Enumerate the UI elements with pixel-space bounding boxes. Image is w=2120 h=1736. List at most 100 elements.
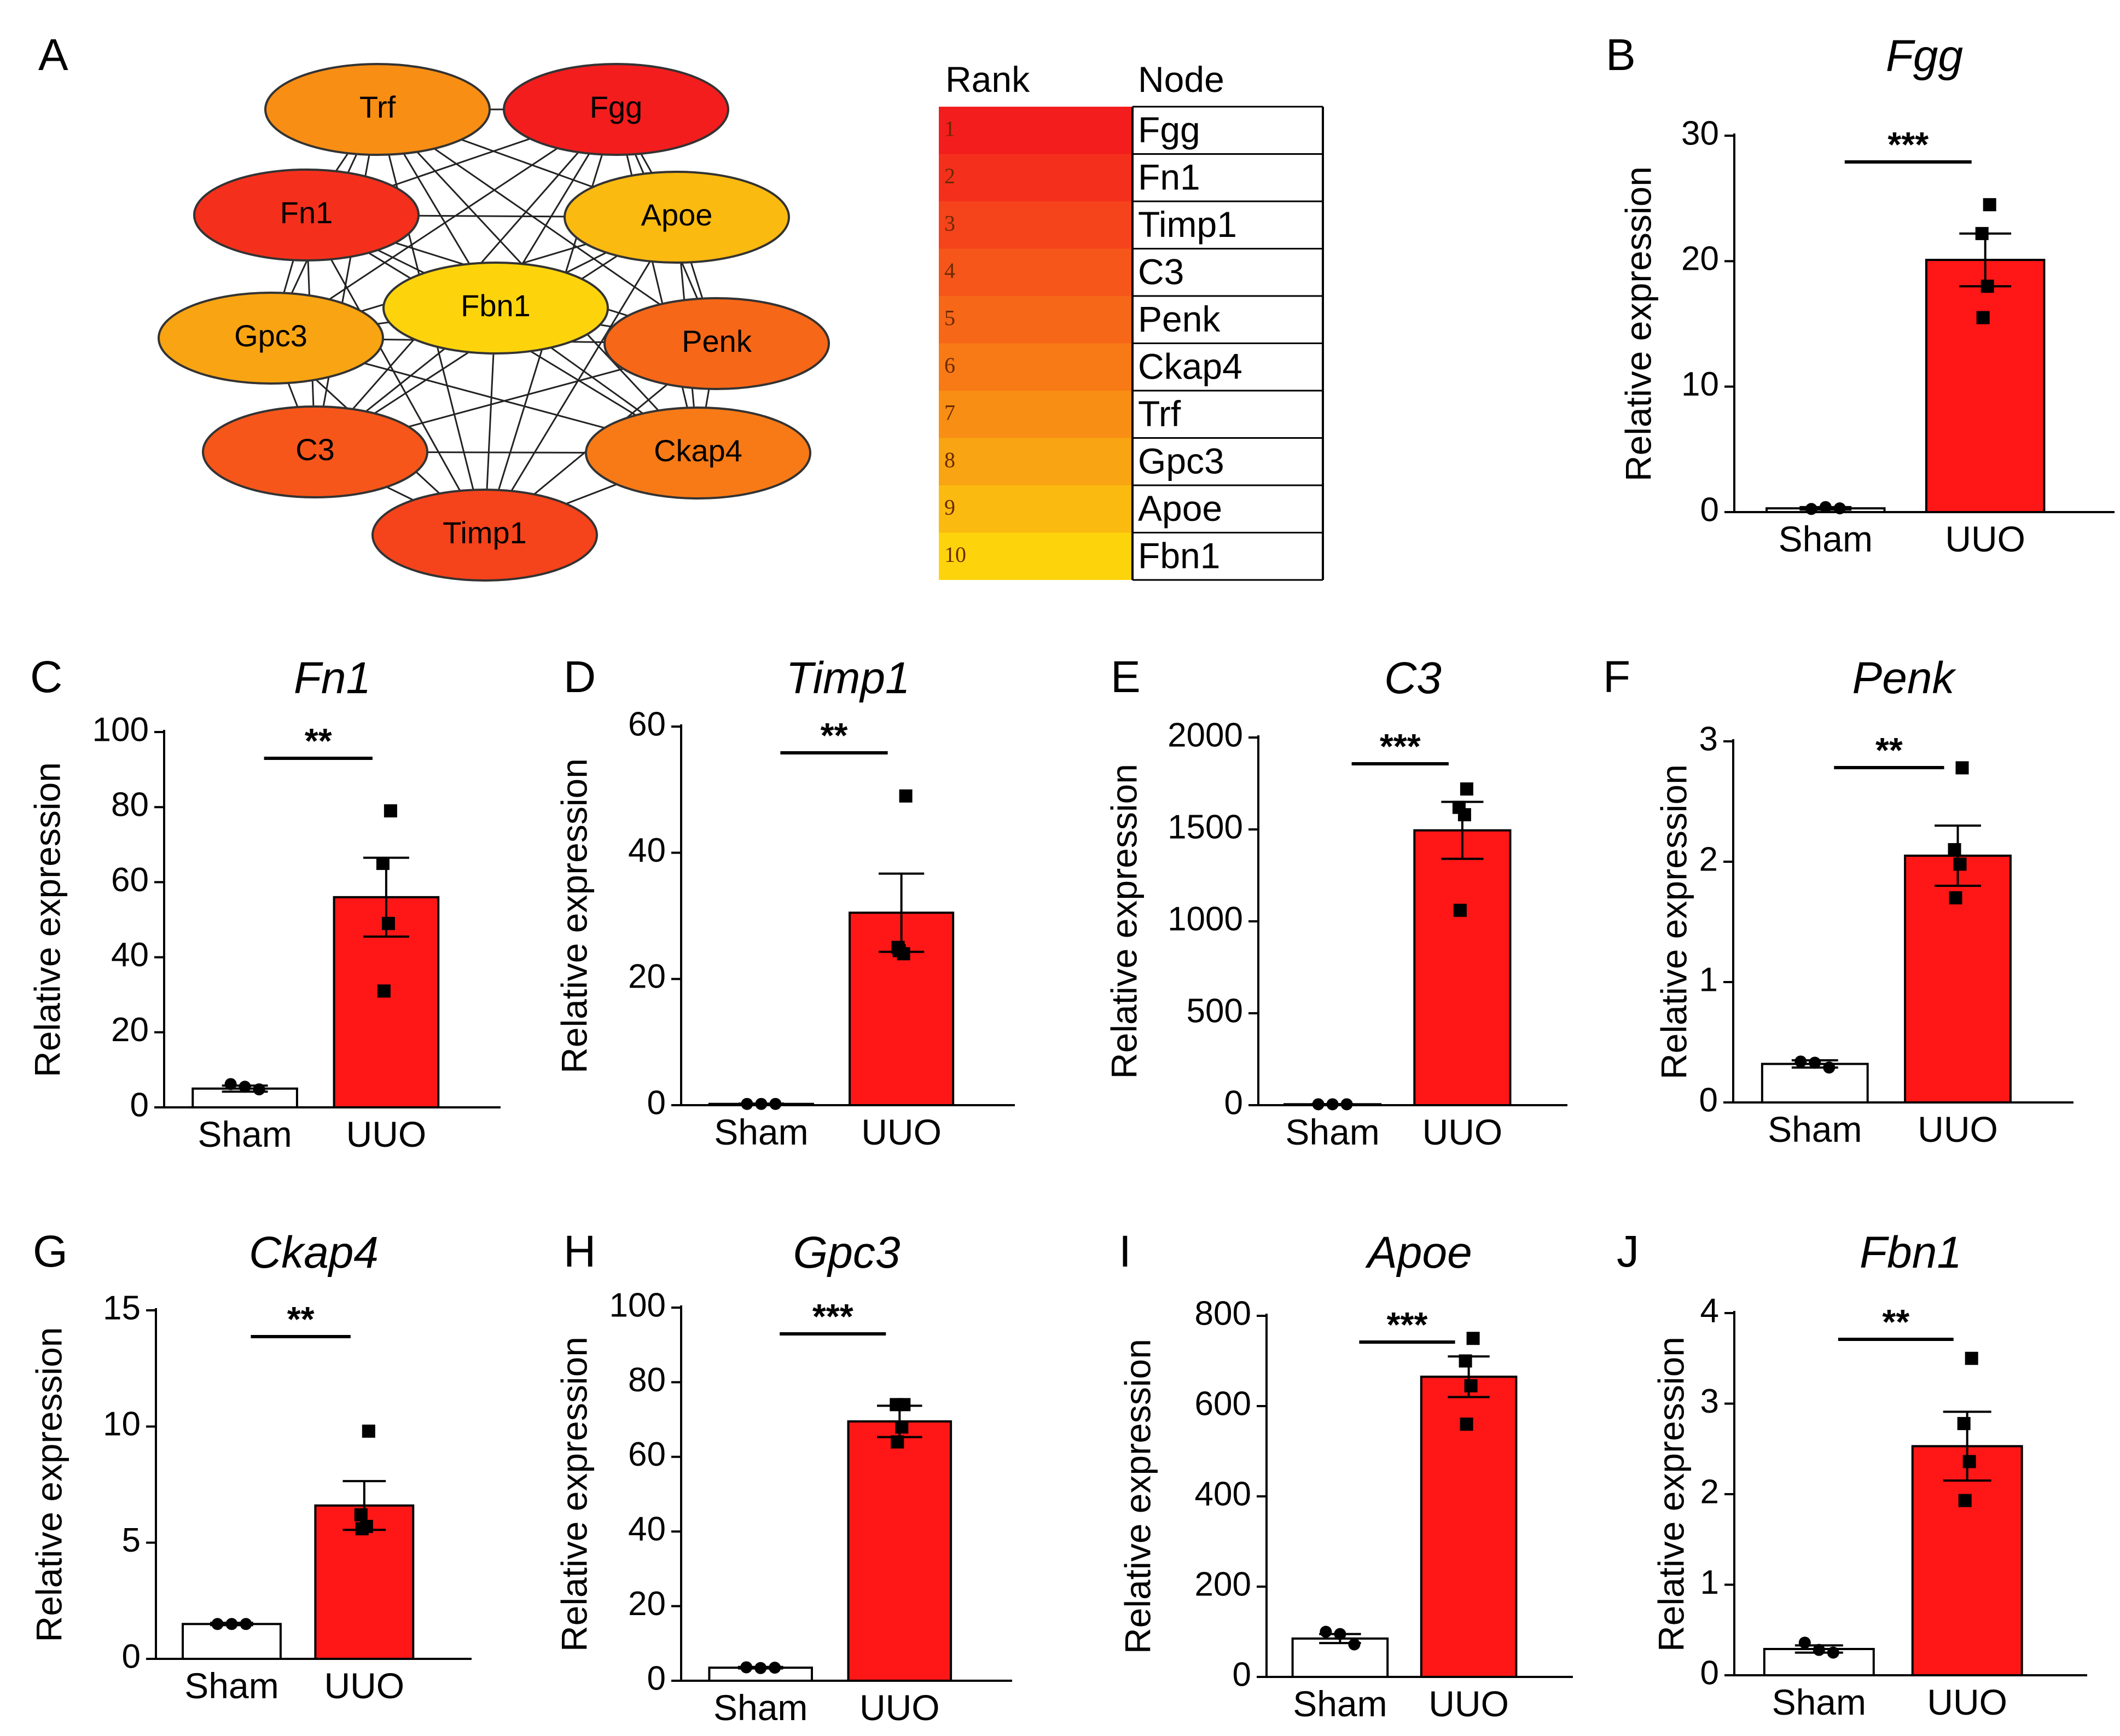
table-header-node: Node: [1138, 59, 1224, 100]
x-category-label: Sham: [1293, 1683, 1387, 1724]
y-tick-label: 80: [111, 786, 149, 824]
data-point-sham: [1340, 1098, 1353, 1111]
data-point-sham: [1819, 501, 1832, 513]
data-point-sham: [1813, 1644, 1825, 1656]
network-edge: [314, 109, 379, 452]
y-tick-label: 60: [628, 705, 666, 743]
bar-uuo: [1904, 855, 2012, 1104]
y-axis-label: Relative expression: [1653, 764, 1694, 1079]
y-tick-label: 40: [111, 936, 149, 974]
y-tick-label: 2: [1699, 840, 1718, 878]
panel-i: I Apoe Relative expression 0 200 400 600 800 Sha…: [1117, 1227, 1573, 1724]
panel-label: D: [564, 652, 596, 702]
rank-color-cell: [939, 107, 1132, 154]
bar-uuo: [1925, 259, 2046, 513]
panel-c: C Fn1 Relative expression 0 20 40 60 80 100 Sham U…: [27, 652, 501, 1154]
node-label: C3: [295, 432, 335, 467]
data-point-uuo: [890, 1398, 903, 1412]
rank-number: 9: [944, 495, 955, 520]
y-tick-label: 500: [1187, 992, 1243, 1030]
rank-number: 4: [944, 258, 955, 283]
y-tick-label: 0: [1700, 491, 1719, 529]
node-name: Apoe: [1138, 488, 1222, 529]
panel-g: G Ckap4 Relative expression 0 5 10 15 Sham UUO **: [28, 1227, 472, 1706]
significance-stars: ***: [1887, 125, 1929, 164]
significance-stars: ***: [1387, 1305, 1428, 1344]
table-row: 7 Trf: [939, 391, 1323, 439]
x-category-label: UUO: [1428, 1683, 1509, 1724]
x-category-label: UUO: [1918, 1109, 1998, 1149]
panel-label-a: A: [38, 30, 68, 80]
rank-color-cell: [939, 343, 1132, 391]
x-category-label: Sham: [1772, 1682, 1866, 1722]
x-category-label: Sham: [1768, 1109, 1862, 1149]
y-tick-label: 0: [1699, 1081, 1718, 1119]
chart-title: Timp1: [786, 653, 910, 703]
y-axis-label: Relative expression: [1651, 1337, 1691, 1652]
data-point-uuo: [381, 916, 395, 930]
data-point-sham: [225, 1618, 238, 1630]
node-label: Ckap4: [654, 433, 742, 468]
bar-uuo: [1413, 829, 1512, 1107]
y-tick-label: 0: [1700, 1654, 1719, 1692]
y-tick-label: 100: [92, 711, 149, 748]
data-point-sham: [1805, 503, 1817, 515]
y-tick-label: 20: [1681, 240, 1719, 278]
y-tick-label: 600: [1195, 1385, 1251, 1423]
y-tick-label: 800: [1195, 1294, 1251, 1332]
data-point-uuo: [899, 789, 913, 803]
data-point-sham: [741, 1098, 753, 1110]
data-point-sham: [1809, 1056, 1821, 1069]
node-fgg: Fgg: [503, 63, 729, 156]
rank-number: 7: [944, 400, 955, 425]
node-label: Gpc3: [234, 318, 307, 353]
y-axis-label: Relative expression: [554, 758, 594, 1073]
table-row: 1 Fgg: [939, 107, 1323, 155]
node-penk: Penk: [603, 297, 830, 390]
significance-stars: ***: [1380, 727, 1421, 766]
data-point-uuo: [384, 804, 397, 818]
table-row: 8 Gpc3: [939, 438, 1323, 486]
data-point-uuo: [1975, 227, 1989, 240]
data-point-uuo: [1983, 198, 1996, 212]
significance-stars: ***: [812, 1297, 853, 1336]
significance-stars: **: [305, 721, 332, 760]
data-point-uuo: [377, 984, 391, 998]
panel-label: G: [33, 1227, 68, 1276]
data-point-uuo: [354, 1508, 368, 1522]
node-timp1: Timp1: [371, 489, 598, 582]
network-edge: [305, 214, 486, 536]
y-tick-label: 1000: [1168, 900, 1243, 938]
table-row: 10 Fbn1: [939, 532, 1323, 581]
x-category-label: Sham: [184, 1665, 278, 1706]
data-point-sham: [1326, 1098, 1339, 1111]
panel-label: B: [1606, 30, 1636, 80]
node-name: Fgg: [1138, 109, 1200, 150]
data-point-uuo: [1453, 903, 1467, 917]
panel-e: E C3 Relative expression 0 500 1000 1500 2000 Sh…: [1103, 652, 1567, 1152]
node-c3: C3: [202, 405, 428, 498]
significance-stars: **: [1882, 1302, 1909, 1342]
node-name: C3: [1138, 251, 1184, 292]
x-category-label: Sham: [1779, 519, 1873, 559]
node-trf: Trf: [264, 63, 491, 156]
panel-label: J: [1617, 1227, 1639, 1276]
y-axis-label: Relative expression: [554, 1337, 594, 1652]
x-category-label: Sham: [714, 1112, 808, 1152]
data-point-sham: [754, 1662, 767, 1674]
node-name: Trf: [1138, 393, 1181, 434]
data-point-sham: [211, 1618, 224, 1630]
node-label: Timp1: [443, 515, 527, 550]
data-point-uuo: [1949, 891, 1962, 904]
node-label: Fn1: [280, 195, 333, 230]
node-gpc3: Gpc3: [158, 292, 384, 385]
y-tick-label: 0: [130, 1086, 149, 1124]
data-point-uuo: [355, 1522, 369, 1536]
x-category-label: Sham: [713, 1687, 808, 1728]
node-label: Fbn1: [461, 288, 531, 323]
panel-b: B Fgg Relative expression 0 10 20 30 Sham UUO ***: [1606, 30, 2115, 559]
y-tick-label: 100: [609, 1286, 666, 1324]
panel-label: C: [30, 652, 62, 702]
chart-title: Penk: [1852, 653, 1957, 703]
y-tick-label: 2000: [1168, 716, 1243, 754]
